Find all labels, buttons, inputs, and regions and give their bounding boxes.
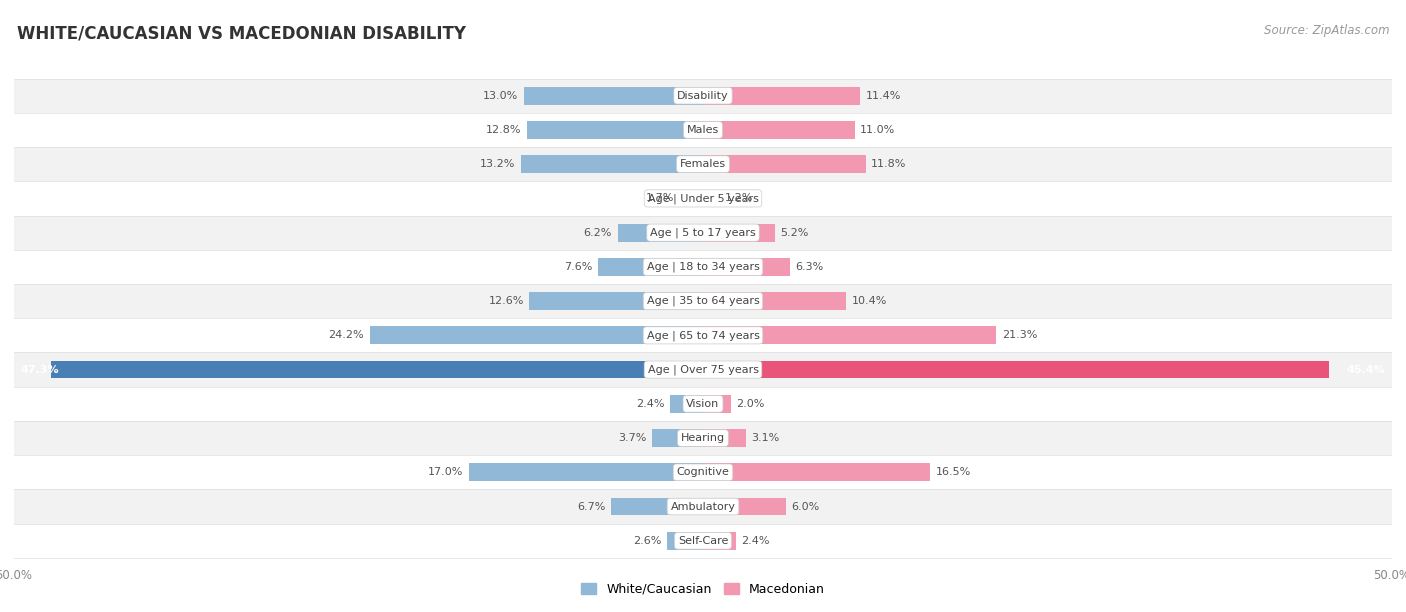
Bar: [668, 532, 703, 550]
Text: 45.4%: 45.4%: [1347, 365, 1385, 375]
Text: 11.4%: 11.4%: [866, 91, 901, 101]
Bar: [527, 121, 703, 139]
Text: 2.4%: 2.4%: [636, 399, 665, 409]
Bar: [703, 258, 790, 276]
Bar: [14, 113, 1392, 147]
Text: 17.0%: 17.0%: [427, 468, 463, 477]
Bar: [703, 395, 731, 412]
Text: WHITE/CAUCASIAN VS MACEDONIAN DISABILITY: WHITE/CAUCASIAN VS MACEDONIAN DISABILITY: [17, 24, 465, 42]
Bar: [669, 395, 703, 412]
Text: Vision: Vision: [686, 399, 720, 409]
Text: Cognitive: Cognitive: [676, 468, 730, 477]
Text: Age | 5 to 17 years: Age | 5 to 17 years: [650, 228, 756, 238]
Text: Hearing: Hearing: [681, 433, 725, 443]
Bar: [14, 421, 1392, 455]
Bar: [524, 87, 703, 105]
Bar: [14, 284, 1392, 318]
Bar: [51, 360, 703, 378]
Bar: [14, 215, 1392, 250]
Bar: [703, 292, 846, 310]
Text: 10.4%: 10.4%: [852, 296, 887, 306]
Bar: [370, 326, 703, 345]
Text: Self-Care: Self-Care: [678, 536, 728, 546]
Text: Females: Females: [681, 159, 725, 169]
Bar: [14, 181, 1392, 215]
Text: Ambulatory: Ambulatory: [671, 502, 735, 512]
Bar: [14, 147, 1392, 181]
Text: 1.7%: 1.7%: [645, 193, 673, 203]
Text: Source: ZipAtlas.com: Source: ZipAtlas.com: [1264, 24, 1389, 37]
Bar: [703, 498, 786, 515]
Text: Age | 18 to 34 years: Age | 18 to 34 years: [647, 262, 759, 272]
Text: 21.3%: 21.3%: [1002, 330, 1038, 340]
Text: 2.0%: 2.0%: [737, 399, 765, 409]
Bar: [14, 353, 1392, 387]
Bar: [14, 524, 1392, 558]
Text: 2.4%: 2.4%: [741, 536, 770, 546]
Bar: [703, 224, 775, 242]
Bar: [14, 318, 1392, 353]
Text: 12.6%: 12.6%: [488, 296, 524, 306]
Text: 11.0%: 11.0%: [860, 125, 896, 135]
Text: Age | Over 75 years: Age | Over 75 years: [648, 364, 758, 375]
Text: Age | 35 to 64 years: Age | 35 to 64 years: [647, 296, 759, 307]
Text: 24.2%: 24.2%: [329, 330, 364, 340]
Bar: [703, 155, 866, 173]
Text: 6.3%: 6.3%: [796, 262, 824, 272]
Bar: [14, 455, 1392, 490]
Text: 6.7%: 6.7%: [576, 502, 605, 512]
Text: 16.5%: 16.5%: [936, 468, 972, 477]
Bar: [703, 429, 745, 447]
Bar: [652, 429, 703, 447]
Bar: [703, 121, 855, 139]
Bar: [617, 224, 703, 242]
Text: Disability: Disability: [678, 91, 728, 101]
Text: 1.2%: 1.2%: [725, 193, 754, 203]
Bar: [14, 250, 1392, 284]
Text: 6.2%: 6.2%: [583, 228, 612, 237]
Text: 12.8%: 12.8%: [485, 125, 522, 135]
Bar: [14, 78, 1392, 113]
Text: 11.8%: 11.8%: [872, 159, 907, 169]
Text: 13.2%: 13.2%: [481, 159, 516, 169]
Text: 5.2%: 5.2%: [780, 228, 808, 237]
Text: Males: Males: [688, 125, 718, 135]
Bar: [703, 463, 931, 481]
Bar: [468, 463, 703, 481]
Bar: [703, 360, 1329, 378]
Bar: [522, 155, 703, 173]
Bar: [599, 258, 703, 276]
Bar: [703, 326, 997, 345]
Text: 6.0%: 6.0%: [792, 502, 820, 512]
Text: 13.0%: 13.0%: [484, 91, 519, 101]
Bar: [610, 498, 703, 515]
Bar: [530, 292, 703, 310]
Bar: [679, 190, 703, 207]
Bar: [14, 490, 1392, 524]
Bar: [703, 87, 860, 105]
Bar: [703, 532, 737, 550]
Bar: [14, 387, 1392, 421]
Text: Age | 65 to 74 years: Age | 65 to 74 years: [647, 330, 759, 341]
Text: 3.7%: 3.7%: [619, 433, 647, 443]
Text: 7.6%: 7.6%: [564, 262, 593, 272]
Text: 2.6%: 2.6%: [633, 536, 662, 546]
Text: Age | Under 5 years: Age | Under 5 years: [648, 193, 758, 204]
Legend: White/Caucasian, Macedonian: White/Caucasian, Macedonian: [576, 578, 830, 601]
Text: 3.1%: 3.1%: [751, 433, 779, 443]
Text: 47.3%: 47.3%: [21, 365, 59, 375]
Bar: [703, 190, 720, 207]
